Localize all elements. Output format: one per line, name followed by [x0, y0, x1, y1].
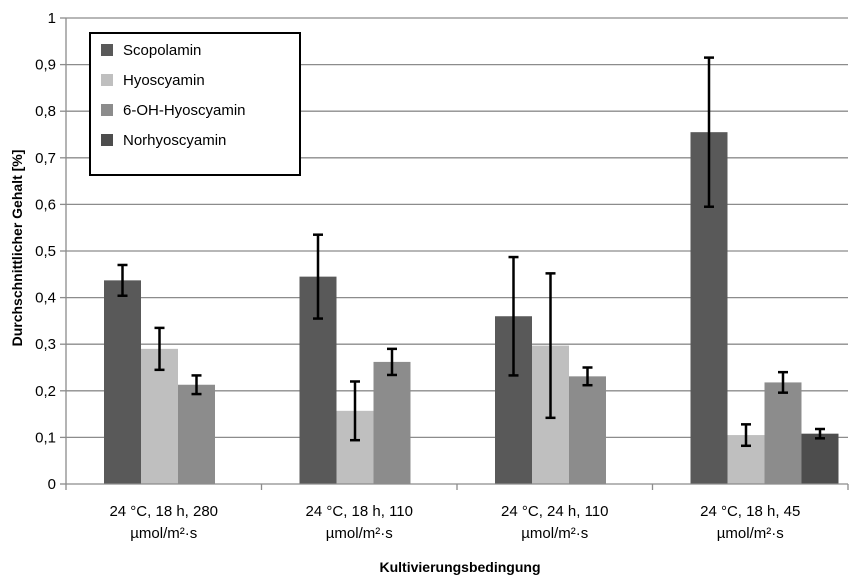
- legend-swatch: [101, 104, 113, 116]
- y-tick-label: 0,1: [35, 429, 56, 446]
- y-tick-label: 0,8: [35, 103, 56, 120]
- y-tick-labels: 0 0,1 0,2 0,3 0,4 0,5 0,6 0,7 0,8 0,9 1: [35, 10, 56, 493]
- legend-swatch: [101, 74, 113, 86]
- bar-norhyoscyamin: [801, 433, 839, 484]
- legend-label: 6-OH-Hyoscyamin: [123, 102, 246, 119]
- legend-label: Scopolamin: [123, 42, 201, 59]
- legend: Scopolamin Hyoscyamin 6-OH-Hyoscyamin Norhy…: [89, 32, 301, 176]
- y-tick-label: 0,5: [35, 243, 56, 260]
- y-tick-label: 0,3: [35, 336, 56, 353]
- y-tick-label: 0,7: [35, 150, 56, 167]
- bar-scopolamin: [104, 280, 141, 484]
- bar-6-oh-hyoscyamin: [764, 382, 802, 484]
- y-tick-label: 0,2: [35, 383, 56, 400]
- y-tick-label: 0,4: [35, 290, 56, 307]
- x-category-label: µmol/m²·s: [130, 525, 197, 542]
- x-axis-title: Kultivierungsbedingung: [380, 559, 541, 575]
- x-category-label: 24 °C, 18 h, 110: [306, 503, 413, 520]
- bar-6-oh-hyoscyamin: [178, 384, 215, 484]
- bar-6-oh-hyoscyamin: [373, 361, 411, 484]
- x-category-label: µmol/m²·s: [326, 525, 393, 542]
- legend-swatch: [101, 134, 113, 146]
- x-category-label: µmol/m²·s: [521, 525, 588, 542]
- axes: [65, 18, 849, 490]
- x-category-labels: 24 °C, 18 h, 280 µmol/m²·s 24 °C, 18 h, 11…: [109, 503, 800, 542]
- legend-label: Norhyoscyamin: [123, 132, 226, 149]
- x-category-label: 24 °C, 18 h, 45: [700, 503, 800, 520]
- error-bars: [117, 56, 825, 448]
- bar-hyoscyamin: [141, 348, 178, 484]
- y-tick-label: 1: [48, 10, 56, 27]
- x-category-label: 24 °C, 18 h, 280: [109, 503, 218, 520]
- y-tick-label: 0,9: [35, 57, 56, 74]
- bar-6-oh-hyoscyamin: [569, 376, 606, 484]
- y-tick-label: 0,6: [35, 196, 56, 213]
- bars: [104, 132, 839, 485]
- x-category-label: 24 °C, 24 h, 110: [501, 503, 608, 520]
- y-tick-label: 0: [48, 476, 56, 493]
- legend-label: Hyoscyamin: [123, 72, 205, 89]
- legend-box: [89, 32, 301, 176]
- legend-swatch: [101, 44, 113, 56]
- y-axis-title: Durchschnittlicher Gehalt [%]: [9, 150, 25, 347]
- x-category-label: µmol/m²·s: [717, 525, 784, 542]
